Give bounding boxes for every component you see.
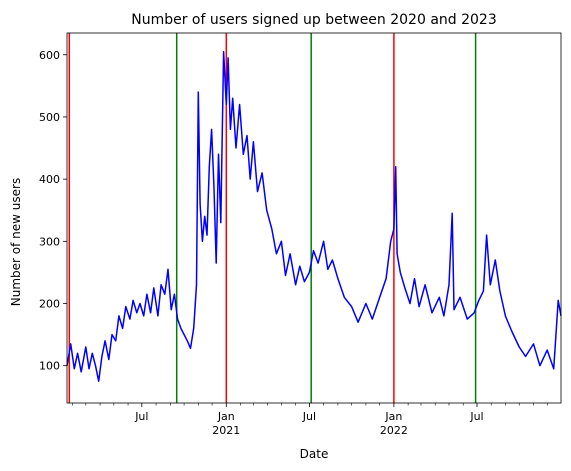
series-layer <box>66 50 562 382</box>
series-line-0 <box>66 50 562 382</box>
x-tick-year-label-3: 2022 <box>380 424 408 437</box>
chart-title: Number of users signed up between 2020 a… <box>131 12 497 28</box>
x-tick-label-2: Jul <box>302 410 316 423</box>
y-tick-label-400: 400 <box>39 173 60 186</box>
vertical-marker-lines <box>68 33 477 403</box>
x-tick-year-label-1: 2021 <box>212 424 240 437</box>
y-tick-label-500: 500 <box>39 111 60 124</box>
x-tick-label-1: Jan <box>217 410 235 423</box>
y-tick-label-100: 100 <box>39 360 60 373</box>
y-tick-label-200: 200 <box>39 298 60 311</box>
x-tick-label-0: Jul <box>134 410 148 423</box>
x-tick-label-3: Jan <box>384 410 402 423</box>
y-tick-label-600: 600 <box>39 49 60 62</box>
y-axis-label: Number of new users <box>9 178 23 306</box>
x-axis-label: Date <box>300 447 329 461</box>
y-tick-label-300: 300 <box>39 235 60 248</box>
plot-frame <box>66 32 562 404</box>
y-axis-ticks: 100 200 300 400 500 600 <box>39 49 67 373</box>
x-tick-label-4: Jul <box>469 410 483 423</box>
